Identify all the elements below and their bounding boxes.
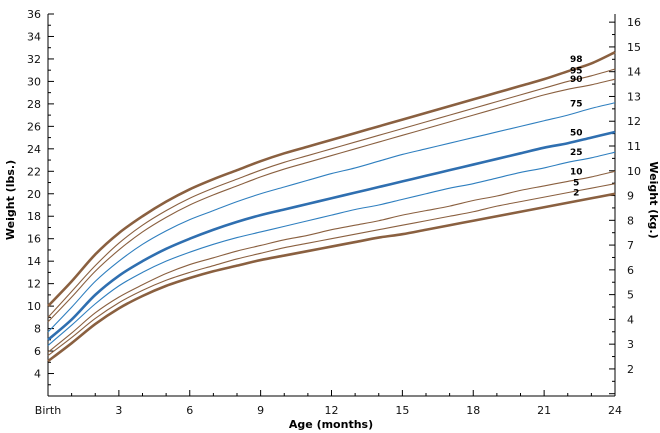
y-right-tick-label: 14	[627, 66, 641, 79]
x-tick-label: 9	[257, 404, 264, 417]
y-left-tick-label: 16	[27, 233, 41, 246]
x-axis-title: Age (months)	[289, 418, 373, 431]
y-left-tick-label: 24	[27, 143, 41, 156]
y-right-tick-label: 9	[627, 190, 634, 203]
y-right-tick-label: 12	[627, 115, 641, 128]
percentile-2-line	[47, 192, 616, 363]
y-left-tick-label: 14	[27, 255, 41, 268]
y-right-tick-label: 15	[627, 41, 641, 54]
y-right-tick-label: 13	[627, 90, 641, 103]
x-tick-label: Birth	[35, 404, 61, 417]
y-right-tick-label: 5	[627, 289, 634, 302]
y-left-tick-label: 26	[27, 120, 41, 133]
y-right-tick-label: 3	[627, 338, 634, 351]
percentile-25-line	[47, 151, 616, 346]
percentile-95-label: 95	[570, 66, 583, 76]
y-left-tick-label: 28	[27, 98, 41, 111]
percentile-75-label: 75	[570, 99, 583, 109]
y-right-tick-label: 2	[627, 363, 634, 376]
percentile-10-label: 10	[570, 167, 583, 177]
x-tick-label: 18	[466, 404, 480, 417]
percentile-50-line	[47, 130, 616, 341]
y-left-tick-label: 18	[27, 210, 41, 223]
x-tick-label: 15	[395, 404, 409, 417]
y-right-tick-label: 4	[627, 313, 634, 326]
x-tick-label: 12	[325, 404, 339, 417]
percentile-98-label: 98	[570, 55, 583, 65]
percentile-90-label: 90	[570, 75, 583, 85]
y-left-tick-label: 32	[27, 53, 41, 66]
percentile-95-line	[47, 68, 616, 318]
y-left-tick-label: 20	[27, 188, 41, 201]
y-right-tick-label: 16	[627, 16, 641, 29]
percentile-25-label: 25	[570, 148, 583, 158]
y-left-tick-label: 12	[27, 278, 41, 291]
x-tick-label: 21	[537, 404, 551, 417]
percentile-98-line	[47, 51, 616, 308]
y-right-tick-label: 8	[627, 214, 634, 227]
y-right-tick-label: 7	[627, 239, 634, 252]
y-axis-left-title: Weight (lbs.)	[4, 160, 17, 240]
y-left-tick-label: 34	[27, 30, 41, 43]
percentile-10-line	[47, 170, 616, 353]
y-left-tick-label: 30	[27, 75, 41, 88]
y-left-tick-label: 8	[34, 323, 41, 336]
percentile-2-label: 2	[573, 189, 579, 199]
percentile-5-label: 5	[573, 178, 579, 188]
y-axis-right-title: Weight (kg.)	[647, 161, 660, 238]
y-left-tick-label: 10	[27, 300, 41, 313]
percentile-50-label: 50	[570, 128, 583, 138]
y-left-tick-label: 36	[27, 8, 41, 21]
y-right-tick-label: 11	[627, 140, 641, 153]
y-left-tick-label: 22	[27, 165, 41, 178]
series-layer	[47, 51, 616, 363]
percentile-75-line	[47, 102, 616, 333]
percentile-5-line	[47, 183, 616, 356]
x-tick-label: 3	[115, 404, 122, 417]
y-right-tick-label: 10	[627, 165, 641, 178]
y-right-tick-label: 6	[627, 264, 634, 277]
y-left-tick-label: 6	[34, 345, 41, 358]
x-tick-label: 6	[186, 404, 193, 417]
y-left-tick-label: 4	[34, 368, 41, 381]
percentile-90-line	[47, 78, 616, 323]
axes-layer: 4681012141618202224262830323436234567891…	[27, 8, 641, 417]
x-tick-label: 24	[608, 404, 622, 417]
